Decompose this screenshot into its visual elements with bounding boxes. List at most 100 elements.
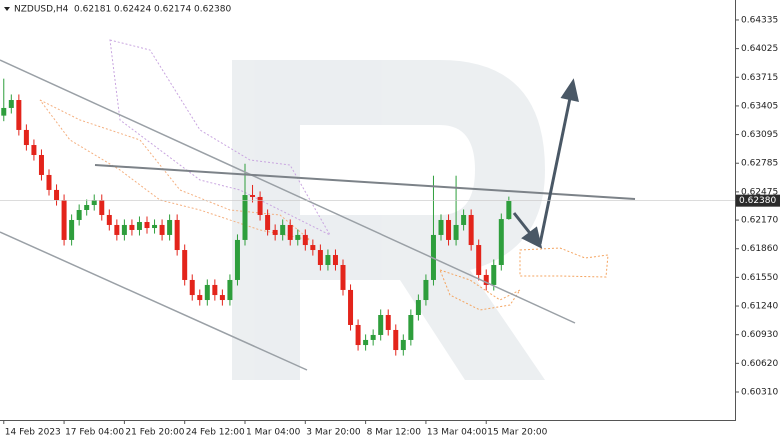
ohlc-close: 0.62380 <box>194 5 231 15</box>
candle-body <box>8 100 14 108</box>
ohlc-open: 0.62181 <box>74 5 111 15</box>
candle-body <box>280 224 286 235</box>
candle-body <box>189 279 195 296</box>
candle-body <box>370 334 376 340</box>
arrow-head <box>521 226 543 249</box>
x-tick-label: 21 Feb 20:00 <box>125 428 184 438</box>
candle-body <box>257 196 263 215</box>
candle-body <box>38 155 44 175</box>
resistance-line <box>94 164 636 200</box>
x-tick-label: 8 Mar 12:00 <box>367 428 422 438</box>
candle-body <box>355 324 361 346</box>
candle-body <box>129 224 135 230</box>
candle-body <box>106 214 112 225</box>
cloud-area <box>439 269 522 311</box>
trend-lines <box>0 59 636 371</box>
candle-body <box>340 264 346 290</box>
candle-body <box>287 224 293 240</box>
candle-body <box>54 189 60 201</box>
arrow-up <box>538 97 572 245</box>
candle-body <box>159 224 165 235</box>
candle-body <box>234 239 240 280</box>
candle-body <box>212 284 218 296</box>
candle-body <box>461 214 467 225</box>
candle-body <box>438 219 444 235</box>
candle-body <box>167 219 173 235</box>
candle-body <box>453 224 459 240</box>
candle-body <box>182 250 188 280</box>
candle-body <box>348 289 354 325</box>
cloud-area <box>39 99 311 241</box>
candle-body <box>46 174 52 190</box>
y-tick-label: 0.62475 <box>741 187 778 197</box>
candle-body <box>446 219 452 240</box>
candle-body <box>1 107 7 116</box>
x-tick-label: 14 Feb 2023 <box>5 428 61 438</box>
candle-body <box>227 279 233 301</box>
candle-body <box>61 200 67 240</box>
watermark-bowl <box>300 60 545 380</box>
candle-body <box>219 295 225 301</box>
x-tick-label: 17 Feb 04:00 <box>65 428 124 438</box>
candle-body <box>265 214 271 230</box>
candle-body <box>498 219 504 265</box>
cloud-area <box>519 247 609 278</box>
candle-body <box>310 245 316 251</box>
y-tick-label: 0.62785 <box>741 159 778 169</box>
candle-body <box>174 219 180 251</box>
candle-body <box>506 200 512 220</box>
candle-body <box>84 205 90 210</box>
candle-body <box>136 222 142 230</box>
y-tick-label: 0.63715 <box>741 73 778 83</box>
plot <box>1 78 512 356</box>
ohlc-low: 0.62174 <box>154 5 191 15</box>
candle-body <box>91 200 97 206</box>
y-tick-label: 0.64335 <box>741 15 778 25</box>
candle-body <box>408 315 414 340</box>
candle-body <box>76 210 82 220</box>
symbol: NZDUSD,H4 <box>14 5 69 15</box>
last-price-label: 0.62380 <box>739 196 776 206</box>
candle-body <box>197 295 203 301</box>
candle-body <box>325 255 331 265</box>
last-price-box <box>736 194 780 207</box>
y-tick-label: 0.60620 <box>741 359 778 369</box>
candle-body <box>476 245 482 275</box>
cloud <box>39 39 609 311</box>
y-tick-label: 0.61240 <box>741 302 778 312</box>
candle-body <box>491 264 497 285</box>
y-tick-label: 0.62170 <box>741 216 778 226</box>
candle-body <box>114 224 120 235</box>
candle-body <box>302 234 308 246</box>
candle-body <box>23 129 29 146</box>
forecast-arrows <box>512 78 579 249</box>
y-tick-label: 0.61860 <box>741 244 778 254</box>
candle-body <box>400 339 406 351</box>
candle-body <box>483 274 489 285</box>
x-tick-label: 24 Feb 12:00 <box>186 428 245 438</box>
candle-body <box>295 234 301 240</box>
x-tick-label: 15 Mar 20:00 <box>487 428 547 438</box>
ohlc-high: 0.62424 <box>114 5 151 15</box>
candle-body <box>31 145 37 156</box>
channel-upper <box>0 59 576 324</box>
candle-body <box>468 214 474 246</box>
x-tick-label: 3 Mar 20:00 <box>306 428 361 438</box>
arrow-head <box>560 78 579 102</box>
candle-body <box>415 300 421 315</box>
candle-body <box>69 219 75 240</box>
candle-body <box>363 339 369 346</box>
candle-body <box>317 250 323 265</box>
y-tick-label: 0.64025 <box>741 44 778 54</box>
candle-body <box>393 329 399 351</box>
x-tick-label: 1 Mar 04:00 <box>246 428 301 438</box>
channel-lower <box>0 231 308 371</box>
candle-body <box>99 200 105 215</box>
candle-body <box>144 222 150 229</box>
y-tick-label: 0.63095 <box>741 130 778 140</box>
candle-body <box>423 279 429 301</box>
candle-body <box>242 195 248 240</box>
y-tick-label: 0.60930 <box>741 330 778 340</box>
